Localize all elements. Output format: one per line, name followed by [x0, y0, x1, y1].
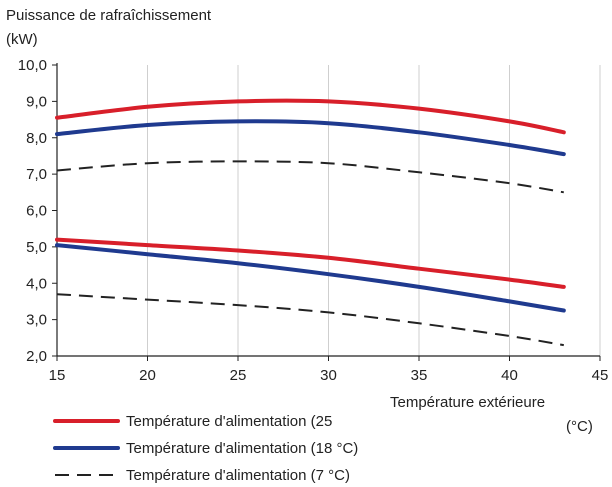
x-axis-unit: (°C) [566, 418, 593, 435]
y-tick-label: 5,0 [26, 239, 47, 256]
y-tick-label: 2,0 [26, 348, 47, 365]
tick-labels: 2,0 3,0 4,0 5,0 6,0 7,0 8,0 9,0 10,0 15 20 25 30 35 40… [18, 57, 609, 384]
y-tick-label: 9,0 [26, 93, 47, 110]
y-axis-unit: (kW) [6, 31, 38, 48]
axes [52, 63, 601, 361]
x-tick-label: 15 [49, 367, 66, 384]
series-line-upper-2 [55, 119, 566, 157]
series-line-lower-2 [55, 243, 566, 313]
series-line-upper-1 [55, 98, 566, 135]
legend-label-3: Température d'alimentation (7 °C) [126, 467, 350, 484]
y-tick-label: 6,0 [26, 203, 47, 220]
x-tick-label: 25 [230, 367, 247, 384]
x-tick-label: 20 [139, 367, 156, 384]
y-tick-label: 8,0 [26, 130, 47, 147]
y-tick-label: 7,0 [26, 166, 47, 183]
grid [147, 65, 601, 356]
legend-label-2: Température d'alimentation (18 °C) [126, 440, 358, 457]
legend-label-1: Température d'alimentation (25 [126, 413, 332, 430]
series-line-lower-1 [55, 237, 566, 289]
legend: Température d'alimentation (25 Températur… [53, 413, 358, 484]
series-line-lower-3 [56, 293, 564, 347]
series-line-upper-3 [56, 160, 564, 194]
x-axis-label: Température extérieure [390, 394, 545, 411]
x-tick-label: 30 [320, 367, 337, 384]
y-tick-label: 3,0 [26, 312, 47, 329]
y-tick-label: 10,0 [18, 57, 47, 74]
y-tick-label: 4,0 [26, 275, 47, 292]
series-lines [55, 98, 566, 347]
x-tick-label: 40 [501, 367, 518, 384]
x-tick-label: 35 [411, 367, 428, 384]
y-axis-label: Puissance de rafraîchissement [6, 7, 212, 24]
x-tick-label: 45 [592, 367, 609, 384]
